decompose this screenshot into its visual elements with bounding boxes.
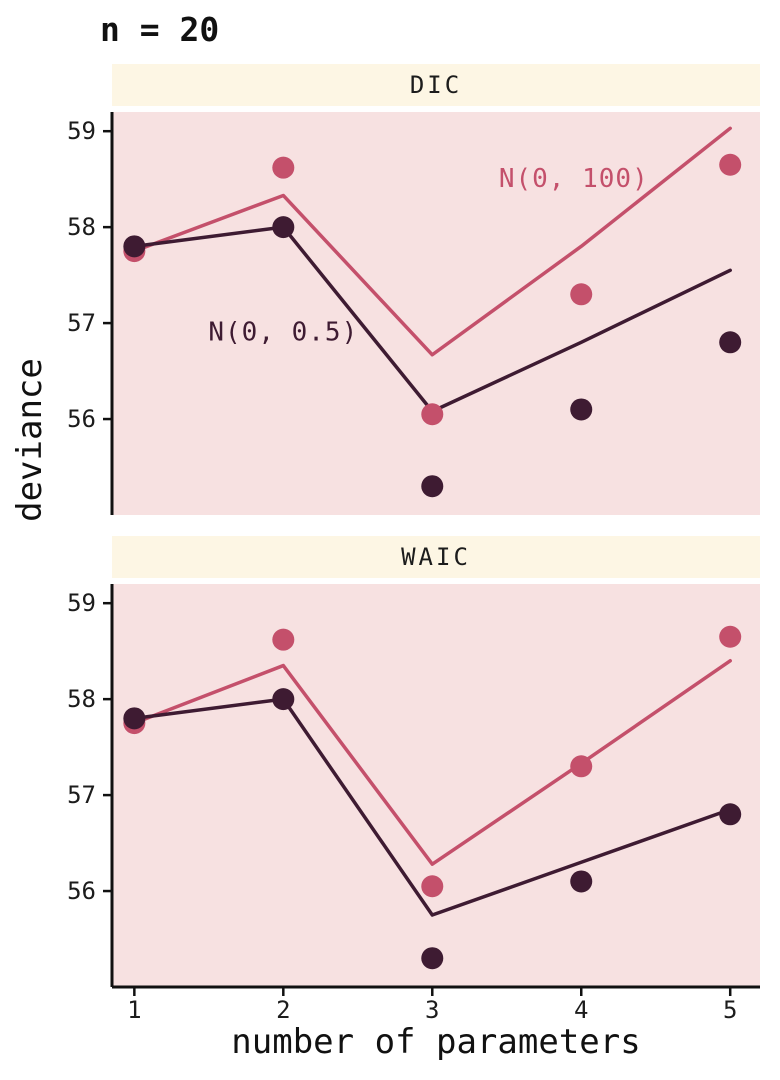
y-tick-label: 59: [67, 117, 96, 145]
y-tick-label: 59: [67, 589, 96, 617]
x-tick-label: 3: [425, 996, 439, 1024]
data-point: [570, 755, 593, 778]
data-point: [421, 875, 444, 898]
data-point: [123, 707, 146, 730]
data-point: [272, 216, 295, 239]
data-point: [570, 870, 593, 893]
panel-bg: [112, 112, 760, 515]
series-line: [132, 697, 732, 917]
data-point: [421, 475, 444, 498]
data-point: [719, 803, 742, 826]
data-point: [272, 156, 295, 179]
panel-bg: [112, 584, 760, 987]
y-tick-label: 57: [67, 781, 96, 809]
data-point: [719, 153, 742, 176]
series-annotation: N(0, 0.5): [208, 318, 358, 348]
data-point: [719, 331, 742, 354]
y-tick-label: 57: [67, 309, 96, 337]
series-annotation: N(0, 100): [499, 164, 649, 194]
y-tick-label: 58: [67, 213, 96, 241]
data-point: [272, 688, 295, 711]
data-point: [570, 398, 593, 421]
x-tick-label: 5: [723, 996, 737, 1024]
x-tick-label: 4: [574, 996, 588, 1024]
data-point: [719, 625, 742, 648]
data-point: [272, 628, 295, 651]
data-point: [123, 235, 146, 258]
y-tick-label: 58: [67, 685, 96, 713]
facet-label: WAIC: [401, 543, 471, 571]
plot-title: n = 20: [100, 10, 220, 49]
x-axis-title: number of parameters: [231, 1022, 641, 1062]
series-line: [132, 659, 732, 866]
data-point: [570, 283, 593, 306]
data-point: [421, 947, 444, 970]
x-tick-label: 1: [127, 996, 141, 1024]
y-axis-title: deviance: [10, 358, 50, 522]
y-tick-label: 56: [67, 877, 96, 905]
facet-label: DIC: [410, 71, 462, 99]
series-line: [132, 126, 732, 357]
facet-strip: [112, 64, 760, 106]
x-tick-label: 2: [276, 996, 290, 1024]
y-tick-label: 56: [67, 405, 96, 433]
facet-strip: [112, 536, 760, 578]
data-point: [421, 403, 444, 426]
